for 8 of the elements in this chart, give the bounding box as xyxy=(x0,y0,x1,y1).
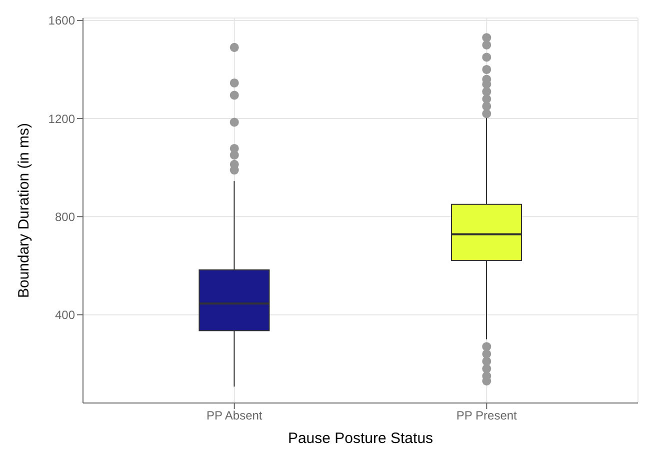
x-tick-label: PP Present xyxy=(456,408,518,423)
y-tick-label: 1200 xyxy=(48,112,76,126)
y-axis-title: Boundary Duration (in ms) xyxy=(15,122,32,298)
x-axis-title: Pause Posture Status xyxy=(288,430,434,447)
y-tick-label: 1600 xyxy=(48,14,76,28)
y-tick-label: 400 xyxy=(54,308,76,322)
x-tick-label: PP Absent xyxy=(206,408,263,423)
y-tick-label: 800 xyxy=(54,210,76,224)
